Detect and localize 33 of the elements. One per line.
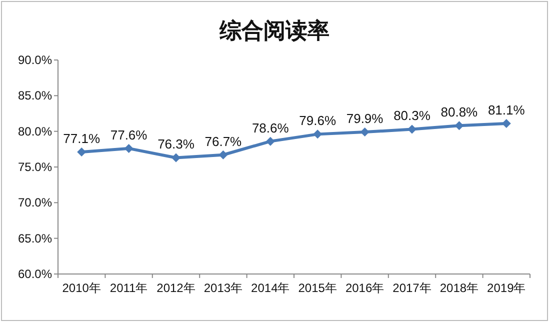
y-tick-label: 90.0% [18,53,52,67]
data-label: 79.6% [299,113,336,128]
x-tick-label: 2013年 [204,281,243,295]
point [408,124,416,134]
data-label: 76.3% [158,136,195,152]
data-label: 77.6% [110,127,148,142]
x-tick-label: 2012年 [156,281,196,295]
x-tick-label: 2014年 [251,281,290,295]
y-tick-label: 80.0% [18,124,52,138]
x-tick-label: 2017年 [392,281,432,295]
y-tick-label: 65.0% [18,231,52,246]
x-tick-label: 2016年 [345,281,384,295]
y-tick-label: 85.0% [18,88,52,103]
point [124,144,134,153]
data-label: 81.1% [488,102,526,118]
data-label: 79.9% [346,111,384,126]
x-tick-label: 2011年 [110,281,148,295]
x-tick-label: 2015年 [298,281,337,295]
x-tick-label: 2018年 [440,281,479,295]
y-tick-label: 60.0% [18,267,52,281]
point [172,153,180,162]
data-label: 80.3% [394,108,431,124]
x-tick-label: 2019年 [487,281,526,295]
point [266,136,275,146]
y-tick-label: 70.0% [18,196,52,210]
data-label: 77.1% [63,131,100,146]
chart-title: 综合阅读率 [218,18,330,43]
y-tick-label: 75.0% [18,160,52,174]
data-label: 78.6% [252,120,290,136]
x-tick-label: 2010年 [62,281,101,295]
data-label: 80.8% [440,104,478,120]
data-label: 76.7% [204,134,242,149]
point [218,150,228,160]
